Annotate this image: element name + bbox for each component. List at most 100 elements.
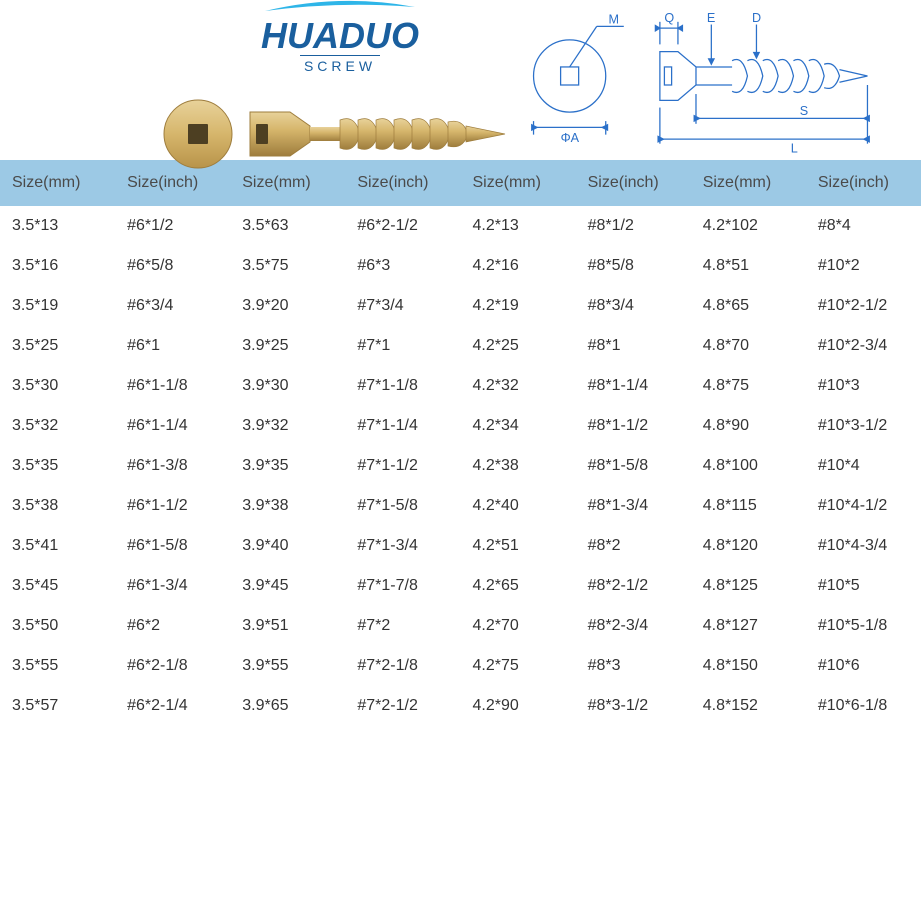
header-region: HUADUO SCREW bbox=[0, 0, 921, 160]
table-cell: #6*1-1/2 bbox=[115, 486, 230, 526]
table-cell: #8*1-3/4 bbox=[576, 486, 691, 526]
table-cell: 4.8*65 bbox=[691, 286, 806, 326]
table-cell: #10*5-1/8 bbox=[806, 606, 921, 646]
table-cell: #8*2-3/4 bbox=[576, 606, 691, 646]
table-cell: 4.2*16 bbox=[461, 246, 576, 286]
table-cell: #7*1-7/8 bbox=[345, 566, 460, 606]
table-cell: #6*2-1/4 bbox=[115, 686, 230, 726]
table-cell: #6*1-3/8 bbox=[115, 446, 230, 486]
table-cell: 4.2*25 bbox=[461, 326, 576, 366]
table-cell: 3.5*57 bbox=[0, 686, 115, 726]
table-cell: #10*5 bbox=[806, 566, 921, 606]
brand-sub: SCREW bbox=[300, 55, 380, 74]
table-cell: #6*1/2 bbox=[115, 206, 230, 246]
table-cell: #6*5/8 bbox=[115, 246, 230, 286]
dim-label-D: D bbox=[752, 11, 761, 25]
table-cell: 3.9*65 bbox=[230, 686, 345, 726]
table-cell: 4.2*32 bbox=[461, 366, 576, 406]
table-row: 3.5*13#6*1/23.5*63#6*2-1/24.2*13#8*1/24.… bbox=[0, 206, 921, 246]
table-cell: #6*2 bbox=[115, 606, 230, 646]
brand-name: HUADUO bbox=[261, 15, 419, 57]
table-cell: #7*1-1/4 bbox=[345, 406, 460, 446]
table-cell: 3.9*55 bbox=[230, 646, 345, 686]
table-cell: 3.5*38 bbox=[0, 486, 115, 526]
dim-label-A: ΦA bbox=[561, 131, 580, 145]
table-cell: 3.5*41 bbox=[0, 526, 115, 566]
dim-label-M: M bbox=[608, 13, 619, 27]
table-cell: 4.8*120 bbox=[691, 526, 806, 566]
table-cell: 3.5*30 bbox=[0, 366, 115, 406]
table-cell: 3.9*20 bbox=[230, 286, 345, 326]
table-cell: #10*4-1/2 bbox=[806, 486, 921, 526]
table-cell: 4.8*127 bbox=[691, 606, 806, 646]
swoosh-icon bbox=[260, 0, 420, 15]
table-cell: #6*3 bbox=[345, 246, 460, 286]
table-cell: #8*3 bbox=[576, 646, 691, 686]
table-row: 3.5*19#6*3/43.9*20#7*3/44.2*19#8*3/44.8*… bbox=[0, 286, 921, 326]
logo-block: HUADUO SCREW bbox=[160, 0, 520, 174]
table-cell: #6*1-1/4 bbox=[115, 406, 230, 446]
table-row: 3.5*25#6*13.9*25#7*14.2*25#8*14.8*70#10*… bbox=[0, 326, 921, 366]
table-cell: 4.2*19 bbox=[461, 286, 576, 326]
table-cell: #8*1-5/8 bbox=[576, 446, 691, 486]
table-cell: #10*6 bbox=[806, 646, 921, 686]
table-row: 3.5*35#6*1-3/83.9*35#7*1-1/24.2*38#8*1-5… bbox=[0, 446, 921, 486]
table-cell: #8*2-1/2 bbox=[576, 566, 691, 606]
table-cell: #10*6-1/8 bbox=[806, 686, 921, 726]
table-cell: 3.5*35 bbox=[0, 446, 115, 486]
table-cell: #10*3 bbox=[806, 366, 921, 406]
table-cell: 3.5*63 bbox=[230, 206, 345, 246]
screw-photo-icon bbox=[160, 94, 520, 174]
table-cell: #6*1-1/8 bbox=[115, 366, 230, 406]
table-cell: 4.2*34 bbox=[461, 406, 576, 446]
table-cell: #7*1-1/2 bbox=[345, 446, 460, 486]
table-cell: 3.5*25 bbox=[0, 326, 115, 366]
table-cell: #6*2-1/2 bbox=[345, 206, 460, 246]
table-cell: 3.9*40 bbox=[230, 526, 345, 566]
table-cell: 4.2*51 bbox=[461, 526, 576, 566]
table-cell: 3.5*75 bbox=[230, 246, 345, 286]
table-cell: 4.8*115 bbox=[691, 486, 806, 526]
dim-label-E: E bbox=[707, 11, 715, 25]
table-cell: 3.5*13 bbox=[0, 206, 115, 246]
table-row: 3.5*38#6*1-1/23.9*38#7*1-5/84.2*40#8*1-3… bbox=[0, 486, 921, 526]
table-cell: 4.2*90 bbox=[461, 686, 576, 726]
table-cell: 3.5*16 bbox=[0, 246, 115, 286]
table-cell: #10*4 bbox=[806, 446, 921, 486]
table-row: 3.5*41#6*1-5/83.9*40#7*1-3/44.2*51#8*24.… bbox=[0, 526, 921, 566]
table-cell: #10*2 bbox=[806, 246, 921, 286]
table-cell: #8*1-1/2 bbox=[576, 406, 691, 446]
table-cell: 3.9*35 bbox=[230, 446, 345, 486]
table-cell: #8*3/4 bbox=[576, 286, 691, 326]
table-cell: #10*2-1/2 bbox=[806, 286, 921, 326]
dim-label-S: S bbox=[800, 104, 808, 118]
table-cell: 4.2*40 bbox=[461, 486, 576, 526]
table-cell: 3.9*51 bbox=[230, 606, 345, 646]
table-cell: 4.2*70 bbox=[461, 606, 576, 646]
table-cell: 4.8*125 bbox=[691, 566, 806, 606]
table-cell: #8*1 bbox=[576, 326, 691, 366]
table-row: 3.5*50#6*23.9*51#7*24.2*70#8*2-3/44.8*12… bbox=[0, 606, 921, 646]
table-cell: 3.5*45 bbox=[0, 566, 115, 606]
table-cell: 4.2*65 bbox=[461, 566, 576, 606]
table-cell: #6*2-1/8 bbox=[115, 646, 230, 686]
table-cell: #8*3-1/2 bbox=[576, 686, 691, 726]
table-cell: #7*2 bbox=[345, 606, 460, 646]
table-row: 3.5*57#6*2-1/43.9*65#7*2-1/24.2*90#8*3-1… bbox=[0, 686, 921, 726]
table-cell: #8*1-1/4 bbox=[576, 366, 691, 406]
size-table: Size(mm)Size(inch)Size(mm)Size(inch)Size… bbox=[0, 160, 921, 726]
table-cell: 3.5*55 bbox=[0, 646, 115, 686]
table-cell: #10*4-3/4 bbox=[806, 526, 921, 566]
table-cell: #6*1-5/8 bbox=[115, 526, 230, 566]
table-cell: #7*1-1/8 bbox=[345, 366, 460, 406]
dim-label-L: L bbox=[791, 142, 798, 156]
table-cell: 3.5*32 bbox=[0, 406, 115, 446]
table-cell: 4.2*13 bbox=[461, 206, 576, 246]
table-cell: 4.8*75 bbox=[691, 366, 806, 406]
table-row: 3.5*16#6*5/83.5*75#6*34.2*16#8*5/84.8*51… bbox=[0, 246, 921, 286]
table-cell: #6*1-3/4 bbox=[115, 566, 230, 606]
table-row: 3.5*55#6*2-1/83.9*55#7*2-1/84.2*75#8*34.… bbox=[0, 646, 921, 686]
table-cell: 4.2*38 bbox=[461, 446, 576, 486]
table-cell: 4.8*152 bbox=[691, 686, 806, 726]
table-cell: 3.9*32 bbox=[230, 406, 345, 446]
